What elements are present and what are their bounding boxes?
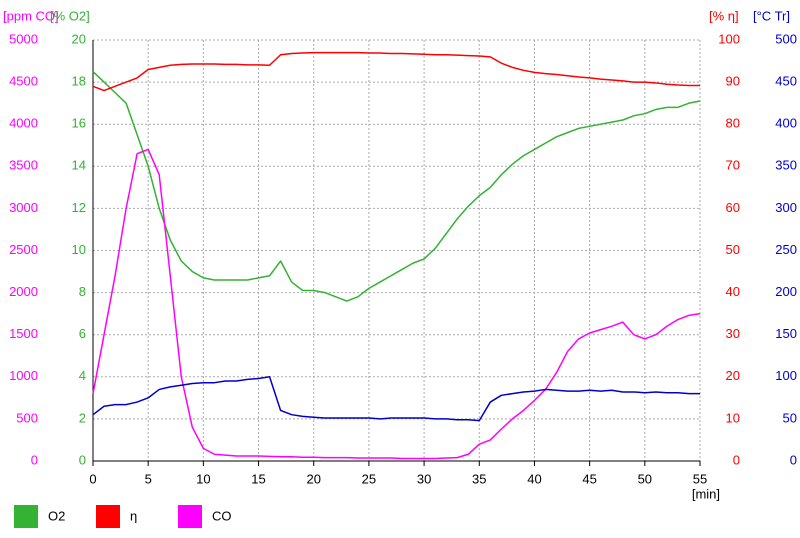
y-tick-label: 20 [72, 31, 86, 46]
y-tick-label: 1000 [9, 368, 38, 383]
y-tick-label: 450 [775, 74, 797, 89]
y-tick-label: 4000 [9, 116, 38, 131]
y-tick-label: 8 [79, 284, 86, 299]
x-tick-label: 5 [145, 471, 152, 486]
y-tick-label: 60 [726, 200, 740, 215]
x-tick-label: 20 [306, 471, 320, 486]
y-tick-label: 50 [726, 242, 740, 257]
y-tick-label: 2000 [9, 284, 38, 299]
x-tick-label: 30 [417, 471, 431, 486]
y-tick-label: 12 [72, 200, 86, 215]
y-tick-label: 400 [775, 116, 797, 131]
legend-swatch [178, 505, 202, 528]
series-line [92, 376, 700, 422]
y-tick-label: 50 [783, 410, 797, 425]
y-axis-title: [ppm CO] [3, 8, 59, 23]
series-line [92, 51, 700, 92]
y-tick-label: 0 [31, 452, 38, 467]
y-tick-label: 100 [718, 31, 740, 46]
y-tick-label: 200 [775, 284, 797, 299]
y-tick-label: 350 [775, 158, 797, 173]
y-tick-label: 300 [775, 200, 797, 215]
y-tick-label: 0 [733, 452, 740, 467]
y-tick-label: 3000 [9, 200, 38, 215]
legend-label: η [130, 508, 137, 523]
y-tick-label: 150 [775, 326, 797, 341]
y-tick-label: 90 [726, 74, 740, 89]
y-tick-label: 2 [79, 410, 86, 425]
legend-swatch [96, 505, 120, 528]
y-tick-label: 1500 [9, 326, 38, 341]
x-tick-label: 35 [472, 471, 486, 486]
y-tick-label: 20 [726, 368, 740, 383]
y-tick-label: 0 [79, 452, 86, 467]
legend-label: CO [212, 508, 232, 523]
y-tick-label: 40 [726, 284, 740, 299]
y-tick-label: 500 [775, 31, 797, 46]
x-tick-label: 55 [693, 471, 707, 486]
x-axis-label: [min] [692, 486, 720, 501]
y-tick-label: 6 [79, 326, 86, 341]
y-tick-label: 100 [775, 368, 797, 383]
y-tick-label: 250 [775, 242, 797, 257]
legend-label: O2 [48, 508, 65, 523]
series-line [92, 71, 701, 302]
x-tick-label: 0 [89, 471, 96, 486]
y-axis-title: [% η] [709, 8, 739, 23]
y-axis-title: [% O2] [50, 8, 90, 23]
y-tick-label: 10 [72, 242, 86, 257]
y-tick-label: 3500 [9, 158, 38, 173]
x-tick-label: 10 [196, 471, 210, 486]
x-tick-label: 45 [582, 471, 596, 486]
y-axis-title: [°C Tr] [753, 8, 790, 23]
y-tick-label: 80 [726, 116, 740, 131]
y-tick-label: 4500 [9, 74, 38, 89]
y-tick-label: 14 [72, 158, 86, 173]
y-tick-label: 4 [79, 368, 86, 383]
y-tick-label: 70 [726, 158, 740, 173]
series-line [92, 148, 701, 460]
y-tick-label: 500 [16, 410, 38, 425]
x-tick-label: 50 [638, 471, 652, 486]
x-tick-label: 25 [362, 471, 376, 486]
x-tick-label: 15 [251, 471, 265, 486]
y-tick-label: 10 [726, 410, 740, 425]
y-tick-label: 16 [72, 116, 86, 131]
y-tick-label: 0 [790, 452, 797, 467]
x-tick-label: 40 [527, 471, 541, 486]
y-tick-label: 30 [726, 326, 740, 341]
legend-swatch [14, 505, 38, 528]
y-tick-label: 18 [72, 74, 86, 89]
y-tick-label: 2500 [9, 242, 38, 257]
y-tick-label: 5000 [9, 31, 38, 46]
